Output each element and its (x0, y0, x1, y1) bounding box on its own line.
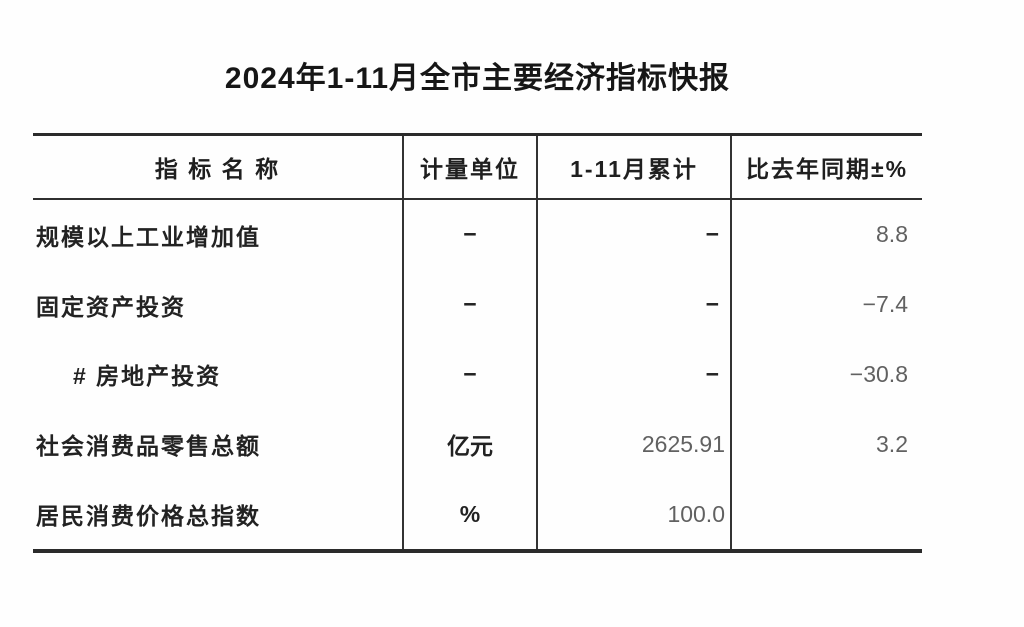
table-row: 固定资产投资 − − −7.4 (33, 269, 922, 340)
yoy-cell-text: 3.2 (876, 430, 908, 457)
table-row: 社会消费品零售总额 亿元 2625.91 3.2 (33, 409, 922, 480)
indicator-name-cell-text: 规模以上工业增加值 (36, 223, 261, 250)
cumulative-cell-text: 100.0 (667, 500, 725, 527)
cumulative-cell: − (537, 269, 732, 340)
indicator-name-cell-text: 社会消费品零售总额 (36, 433, 261, 460)
yoy-cell (731, 479, 922, 551)
cumulative-cell: − (537, 339, 732, 410)
indicators-table: 指 标 名 称 计量单位 1-11月累计 比去年同期±% 规模以上工业增加值 − −… (33, 133, 922, 553)
table-row: # 房地产投资 − − −30.8 (33, 339, 922, 410)
unit-cell-text: − (463, 360, 477, 387)
unit-cell: − (403, 269, 538, 340)
indicator-name-cell-text: # 房地产投资 (73, 363, 222, 390)
table-row: 规模以上工业增加值 − − 8.8 (33, 199, 922, 270)
unit-cell-text: − (463, 221, 477, 248)
unit-cell: − (403, 199, 538, 270)
unit-cell-text: − (463, 291, 477, 318)
cumulative-cell: − (537, 199, 732, 270)
header-cumulative: 1-11月累计 (537, 134, 732, 200)
indicator-name-cell: 居民消费价格总指数 (33, 479, 404, 551)
cumulative-cell-text: − (705, 291, 719, 318)
cumulative-cell: 2625.91 (537, 409, 732, 480)
yoy-cell: −7.4 (731, 270, 922, 340)
yoy-cell: −30.8 (731, 340, 922, 410)
table-header: 指 标 名 称 计量单位 1-11月累计 比去年同期±% (33, 134, 922, 200)
cumulative-cell-text: 2625.91 (641, 430, 725, 457)
cumulative-cell-text: − (705, 221, 719, 248)
unit-cell: 亿元 (403, 409, 538, 480)
unit-cell-text: % (459, 500, 481, 527)
yoy-cell-text: 8.8 (876, 221, 908, 248)
unit-cell-text: 亿元 (447, 433, 493, 460)
header-yoy: 比去年同期±% (731, 134, 922, 200)
cumulative-cell-text: − (705, 360, 719, 387)
header-unit: 计量单位 (403, 134, 538, 200)
yoy-cell-text: −30.8 (849, 360, 908, 387)
table-body: 规模以上工业增加值 − − 8.8 固定资产投资 − − −7.4 # 房地产投资 − − −30.8… (33, 199, 922, 551)
indicator-name-cell: 固定资产投资 (33, 269, 404, 340)
page-title: 2024年1-11月全市主要经济指标快报 (224, 62, 731, 95)
cumulative-cell: 100.0 (537, 479, 732, 551)
header-indicator-name: 指 标 名 称 (33, 134, 404, 200)
indicator-name-cell: 社会消费品零售总额 (33, 409, 404, 480)
table-row: 居民消费价格总指数% 100.0 (33, 479, 922, 551)
yoy-cell: 3.2 (731, 409, 922, 479)
header-row: 指 标 名 称 计量单位 1-11月累计 比去年同期±% (33, 134, 922, 200)
indicator-name-cell-text: 固定资产投资 (36, 293, 186, 320)
indicator-name-cell: 规模以上工业增加值 (33, 199, 404, 270)
yoy-cell-text: −7.4 (862, 291, 908, 318)
unit-cell: − (403, 339, 538, 410)
indicator-name-cell-text: 居民消费价格总指数 (36, 503, 261, 530)
unit-cell: % (403, 479, 538, 551)
yoy-cell: 8.8 (731, 199, 922, 270)
indicator-name-cell: # 房地产投资 (33, 339, 404, 410)
